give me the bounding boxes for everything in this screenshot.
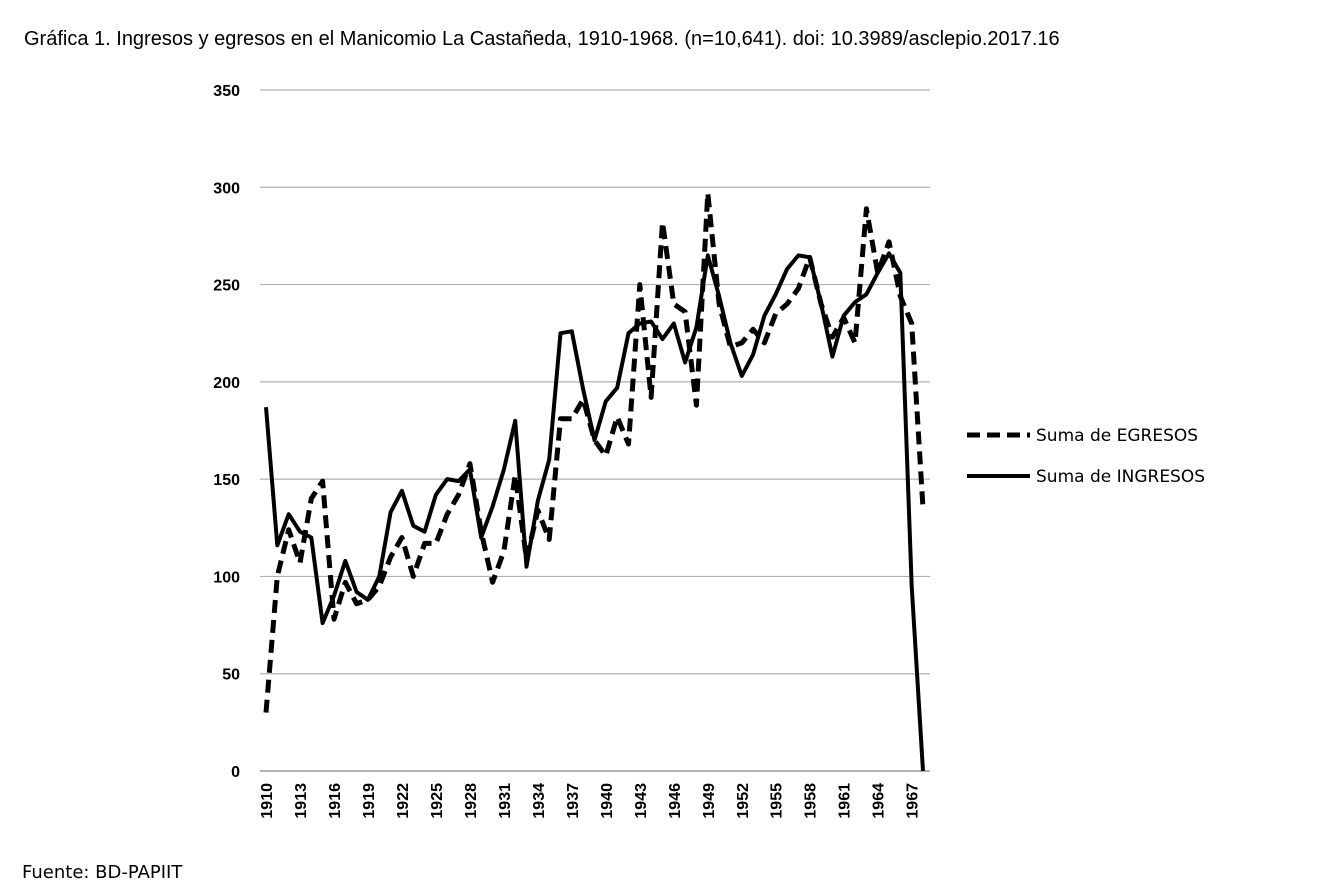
x-tick-label-1931: 1931 [497,783,514,819]
x-tick-label-1949: 1949 [701,783,718,819]
chart-title: Gráfica 1. Ingresos y egresos en el Mani… [24,28,1060,50]
x-tick-label-1967: 1967 [905,783,922,819]
x-tick-label-1913: 1913 [293,783,310,819]
y-tick-label-250: 250 [213,278,240,295]
series-line-ingresos [264,251,925,772]
x-tick-label-1940: 1940 [599,783,616,819]
x-tick-label-1946: 1946 [667,783,684,819]
legend-label-ingresos: Suma de INGRESOS [1036,467,1205,487]
x-tick-label-1922: 1922 [395,783,412,819]
x-tick-label-1919: 1919 [361,783,378,819]
x-tick-label-1928: 1928 [463,783,480,819]
y-axis-tick-labels: 0 50 100 150 200 250 300 350 [213,83,240,781]
y-tick-label-200: 200 [213,375,240,392]
y-tick-label-0: 0 [231,764,240,781]
y-tick-label-300: 300 [213,180,240,197]
x-tick-label-1943: 1943 [633,783,650,819]
x-tick-label-1916: 1916 [327,783,344,819]
x-tick-label-1910: 1910 [259,783,276,819]
x-tick-label-1955: 1955 [769,783,786,819]
y-tick-label-350: 350 [213,83,240,100]
series-line-egresos [263,190,926,713]
x-tick-label-1934: 1934 [531,783,548,819]
x-tick-label-1937: 1937 [565,783,582,819]
y-tick-label-50: 50 [222,667,240,684]
x-tick-label-1958: 1958 [803,783,820,819]
x-tick-label-1961: 1961 [837,783,854,819]
series-lines [263,190,926,772]
y-tick-label-150: 150 [213,472,240,489]
x-tick-label-1952: 1952 [735,783,752,819]
x-tick-label-1925: 1925 [429,783,446,819]
legend-label-egresos: Suma de EGRESOS [1036,426,1198,446]
gridlines [260,89,930,675]
source-note: Fuente: BD-PAPIIT [22,862,183,883]
legend: Suma de EGRESOS Suma de INGRESOS [967,426,1205,487]
x-axis-tick-labels: 1910 1913 1916 1919 1922 1925 1928 1931 1934 1937… [259,783,922,819]
x-tick-label-1964: 1964 [871,783,888,819]
y-tick-label-100: 100 [213,569,240,586]
